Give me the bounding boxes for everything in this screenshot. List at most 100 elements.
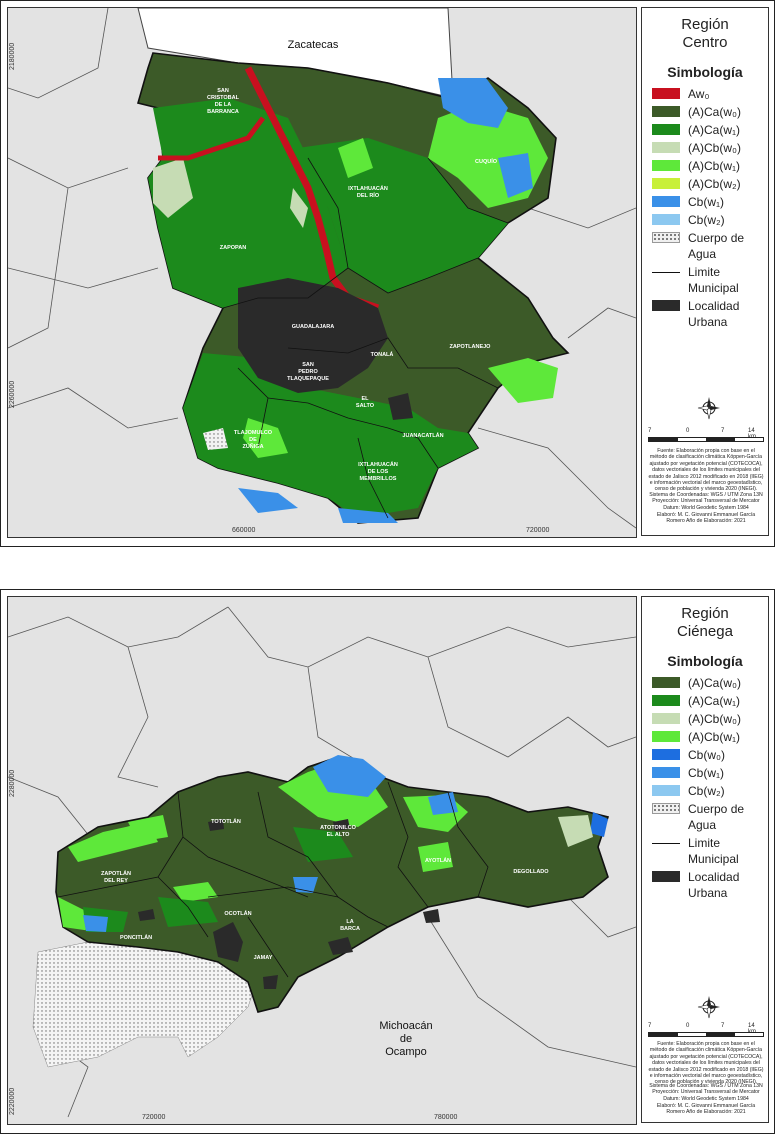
legend-title-centro: Región Centro: [681, 16, 729, 51]
svg-text:MEMBRILLOS: MEMBRILLOS: [360, 476, 397, 482]
legend-item: (A)Ca(w₁): [652, 122, 768, 138]
legend-item: (A)Cb(w₂): [652, 176, 768, 192]
north-arrow-icon: [697, 397, 720, 420]
legend-item: Cb(w₁): [652, 765, 768, 781]
coord-x-right-cienega: 780000: [434, 1114, 458, 1121]
legend-centro: Región Centro Simbología Aw₀ (A)Ca(w₀) (…: [641, 7, 769, 536]
svg-text:DE: DE: [249, 437, 257, 443]
legend-item: (A)Cb(w₀): [652, 711, 768, 727]
svg-text:ZÚÑIGA: ZÚÑIGA: [242, 443, 263, 450]
label-ixtlahuacan-rio: IXTLAHUACÁN: [348, 185, 388, 192]
svg-text:BARRANCA: BARRANCA: [207, 109, 239, 115]
label-degollado: DEGOLLADO: [513, 869, 549, 875]
label-zapotlan-rey: ZAPOTLÁN: [101, 870, 131, 877]
author-text-centro: Elaboró: M. C. Giovanni Emmanuel García …: [656, 512, 756, 525]
coord-y-bottom-cienega: 2220000: [9, 1087, 16, 1115]
legend-swatch: [652, 142, 680, 153]
svg-text:BARCA: BARCA: [340, 926, 360, 932]
label-tototlan: TOTOTLÁN: [211, 818, 241, 825]
label-ixtlahuacan-membrillos: IXTLAHUACÁN: [358, 461, 398, 468]
legend-swatch: [652, 677, 680, 688]
legend-item: Cb(w₁): [652, 194, 768, 210]
municipality-labels-centro: SAN CRISTOBAL DE LA BARRANCA IXTLAHUACÁN…: [207, 88, 498, 482]
region-cienega-base: [55, 756, 610, 1013]
legend-swatch: [652, 785, 680, 796]
author-text-cienega: Elaboró: M. C. Giovanni Emmanuel García …: [656, 1103, 756, 1116]
map-frame-centro: Zacatecas: [7, 7, 637, 538]
legend-item: Cb(w₀): [652, 747, 768, 763]
legend-cienega: Región Ciénega Simbología (A)Ca(w₀) (A)C…: [641, 596, 769, 1123]
legend-swatch: [652, 124, 680, 135]
label-san-cristobal: SAN: [217, 88, 229, 94]
legend-swatch: [652, 731, 680, 742]
legend-items-cienega: (A)Ca(w₀) (A)Ca(w₁) (A)Cb(w₀) (A)Cb(w₁) …: [642, 675, 768, 901]
label-ayotlan: AYOTLÁN: [425, 857, 451, 864]
legend-item: Aw₀: [652, 86, 768, 102]
svg-text:SALTO: SALTO: [356, 403, 375, 409]
legend-swatch-line: [652, 272, 680, 273]
svg-text:DE LOS: DE LOS: [368, 469, 389, 475]
label-guadalajara: GUADALAJARA: [292, 324, 335, 330]
legend-item: (A)Ca(w₀): [652, 104, 768, 120]
legend-item: (A)Cb(w₁): [652, 158, 768, 174]
legend-item: Cuerpo de Agua: [652, 230, 768, 262]
municipal-boundaries: [222, 157, 509, 519]
legend-item: Cb(w₂): [652, 783, 768, 799]
source-text-cienega: Fuente: Elaboración propia con base en e…: [648, 1041, 764, 1086]
legend-item: (A)Ca(w₀): [652, 675, 768, 691]
map-cienega: TOTOTLÁN ATOTONILCO EL ALTO AYOTLÁN ZAPO…: [8, 597, 636, 1124]
coord-y-top-cienega: 2280000: [9, 769, 16, 797]
north-arrow-icon: [697, 996, 720, 1019]
legend-swatch: [652, 178, 680, 189]
label-jamay: JAMAY: [254, 955, 273, 961]
legend-items-centro: Aw₀ (A)Ca(w₀) (A)Ca(w₁) (A)Cb(w₀) (A)Cb(…: [642, 86, 768, 330]
svg-text:TLAQUEPAQUE: TLAQUEPAQUE: [287, 376, 329, 382]
crs-text-cienega: Sistema de Coordenadas: WGS / UTM Zona 1…: [649, 1083, 763, 1102]
coord-x-left-cienega: 720000: [142, 1114, 166, 1121]
svg-text:DEL REY: DEL REY: [104, 878, 128, 884]
scale-bar-centro: 7 0 7 14 km: [648, 428, 764, 442]
legend-swatch: [652, 871, 680, 882]
legend-swatch: [652, 106, 680, 117]
legend-swatch: [652, 88, 680, 99]
map-panel-centro: Zacatecas: [0, 0, 775, 547]
scale-bar-cienega: 7 0 7 14 km: [648, 1023, 764, 1037]
legend-item: Localidad Urbana: [652, 298, 768, 330]
svg-text:PEDRO: PEDRO: [298, 369, 318, 375]
municipality-labels-cienega: TOTOTLÁN ATOTONILCO EL ALTO AYOTLÁN ZAPO…: [101, 818, 549, 961]
legend-swatch-line: [652, 843, 680, 844]
legend-swatch: [652, 713, 680, 724]
label-tlaquepaque: SAN: [302, 362, 314, 368]
legend-swatch: [652, 749, 680, 760]
legend-item: (A)Cb(w₀): [652, 140, 768, 156]
legend-swatch: [652, 300, 680, 311]
legend-swatch: [652, 214, 680, 225]
legend-swatch: [652, 695, 680, 706]
label-tlajomulco: TLAJOMULCO: [234, 430, 273, 436]
label-poncitlan: PONCITLÁN: [120, 934, 152, 941]
legend-item: Cuerpo de Agua: [652, 801, 768, 833]
legend-title-cienega: Región Ciénega: [677, 605, 733, 640]
neighbor-boundaries-cienega: [8, 606, 636, 1118]
legend-swatch: [652, 196, 680, 207]
label-cuquio: CUQUÍO: [475, 157, 498, 165]
legend-item: Localidad Urbana: [652, 869, 768, 901]
svg-text:CRISTOBAL: CRISTOBAL: [207, 95, 240, 101]
coord-x-right-centro: 720000: [526, 527, 550, 534]
legend-item: Limite Municipal: [652, 264, 768, 296]
source-text-centro: Fuente: Elaboración propia con base en e…: [648, 448, 764, 493]
label-el-salto: EL: [361, 396, 369, 402]
svg-text:EL ALTO: EL ALTO: [327, 832, 350, 838]
legend-heading-centro: Simbología: [667, 64, 743, 80]
legend-item: Cb(w₂): [652, 212, 768, 228]
legend-item: Limite Municipal: [652, 835, 768, 867]
neighbor-boundaries: [8, 8, 636, 529]
label-juanacatlan: JUANACATLÁN: [402, 432, 443, 439]
aw0-canyon: [244, 66, 380, 312]
label-la-barca: LA: [346, 919, 353, 925]
label-zapopan: ZAPOPAN: [220, 245, 247, 251]
label-atotonilco: ATOTONILCO: [320, 825, 356, 831]
svg-text:DEL RÍO: DEL RÍO: [357, 191, 380, 199]
legend-swatch-dots: [652, 232, 680, 243]
coord-x-left-centro: 660000: [232, 527, 256, 534]
